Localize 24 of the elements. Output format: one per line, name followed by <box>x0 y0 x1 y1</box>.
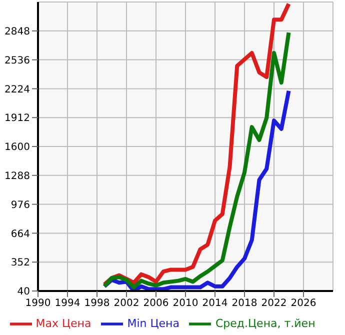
x-tick-label: 2026 <box>290 298 316 310</box>
y-tick-label: 1912 <box>4 113 30 124</box>
x-tick-label: 2018 <box>232 298 258 310</box>
x-tick-label: 1990 <box>25 298 51 310</box>
legend-label: Max Цена <box>36 317 92 330</box>
y-tick-label: 352 <box>10 258 30 269</box>
y-tick-label: 1600 <box>4 142 30 154</box>
y-tick-label: 976 <box>10 200 30 211</box>
x-tick-label: 2010 <box>172 298 198 310</box>
y-tick-label: 664 <box>10 228 30 240</box>
y-tick-label: 2536 <box>4 55 30 66</box>
x-tick-label: 2002 <box>114 298 140 310</box>
x-tick-label: 1994 <box>54 298 80 310</box>
y-tick-label: 2848 <box>4 26 30 38</box>
x-tick-label: 2014 <box>202 298 228 310</box>
legend-label: Сред.Цена, т.йен <box>215 317 316 330</box>
y-tick-label: 40 <box>17 286 30 298</box>
legend-label: Min Цена <box>127 317 180 330</box>
x-tick-label: 1998 <box>84 298 110 310</box>
x-tick-label: 2006 <box>143 298 169 310</box>
y-tick-label: 2224 <box>4 84 30 96</box>
y-tick-label: 1288 <box>4 170 30 182</box>
x-tick-label: 2022 <box>261 298 287 310</box>
line-series <box>102 88 291 291</box>
